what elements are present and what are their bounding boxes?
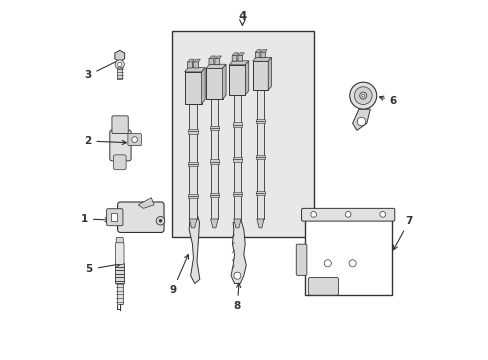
Polygon shape [189,219,197,228]
Polygon shape [352,109,369,130]
Bar [171,31,313,237]
Polygon shape [238,53,244,55]
Circle shape [233,272,241,279]
FancyBboxPatch shape [128,134,141,145]
Circle shape [349,82,376,109]
FancyBboxPatch shape [261,52,265,58]
Bar [256,155,264,159]
Polygon shape [256,219,264,228]
Bar [233,122,241,127]
Bar [256,119,264,123]
FancyBboxPatch shape [118,202,163,233]
Bar [188,129,197,134]
Text: 4: 4 [238,10,246,23]
Bar [189,104,197,219]
Polygon shape [184,68,205,72]
FancyBboxPatch shape [238,55,242,61]
FancyBboxPatch shape [232,55,236,61]
Circle shape [156,216,164,225]
Polygon shape [255,50,261,52]
Polygon shape [233,219,241,228]
Polygon shape [215,56,221,59]
Bar [209,193,219,197]
Bar [115,263,124,283]
Bar [210,99,218,219]
Polygon shape [138,198,154,208]
FancyBboxPatch shape [106,209,122,226]
FancyBboxPatch shape [208,58,213,64]
Polygon shape [230,220,246,283]
Text: 5: 5 [85,262,121,274]
Polygon shape [252,57,271,61]
Bar [209,126,219,130]
Circle shape [132,137,137,143]
FancyBboxPatch shape [229,65,245,95]
Bar [111,213,117,221]
Text: 2: 2 [84,136,126,146]
Text: 7: 7 [393,216,412,250]
Bar [188,194,197,198]
FancyBboxPatch shape [184,72,201,104]
FancyBboxPatch shape [252,61,267,90]
Polygon shape [229,61,248,65]
Polygon shape [245,61,248,95]
Text: 9: 9 [169,255,188,295]
Polygon shape [201,68,205,104]
FancyBboxPatch shape [255,52,260,58]
Circle shape [310,212,316,217]
Circle shape [361,94,364,97]
FancyBboxPatch shape [115,243,124,264]
Polygon shape [267,57,271,90]
Polygon shape [187,59,194,62]
Bar [256,191,264,195]
Text: 3: 3 [84,59,121,80]
Bar [209,159,219,164]
FancyBboxPatch shape [296,244,306,275]
Circle shape [159,219,162,222]
FancyBboxPatch shape [307,278,338,295]
Polygon shape [189,216,200,283]
Bar [304,219,391,295]
Circle shape [359,92,366,99]
Circle shape [345,212,350,217]
Polygon shape [222,64,225,99]
FancyBboxPatch shape [116,238,123,247]
Bar [233,157,241,162]
Polygon shape [210,219,218,228]
Circle shape [379,212,385,217]
FancyBboxPatch shape [215,58,219,64]
Circle shape [348,260,355,267]
Polygon shape [261,50,266,52]
Circle shape [118,62,122,67]
Bar [256,90,264,219]
Text: 1: 1 [81,214,109,224]
Circle shape [324,260,331,267]
FancyBboxPatch shape [110,130,131,161]
Text: 8: 8 [233,283,241,311]
FancyBboxPatch shape [301,208,394,221]
Bar [116,283,122,304]
Text: 6: 6 [379,96,396,106]
Bar [188,162,197,166]
FancyBboxPatch shape [112,116,128,134]
Bar [117,65,122,79]
Circle shape [354,87,371,104]
FancyBboxPatch shape [206,68,222,99]
FancyBboxPatch shape [193,62,198,68]
Polygon shape [206,64,225,68]
Polygon shape [194,59,200,62]
Circle shape [356,117,365,126]
FancyBboxPatch shape [187,62,192,68]
Polygon shape [232,53,238,55]
Circle shape [115,60,124,69]
Polygon shape [209,56,215,59]
Bar [233,95,241,219]
Polygon shape [115,50,124,62]
FancyBboxPatch shape [113,155,126,170]
Bar [233,192,241,196]
